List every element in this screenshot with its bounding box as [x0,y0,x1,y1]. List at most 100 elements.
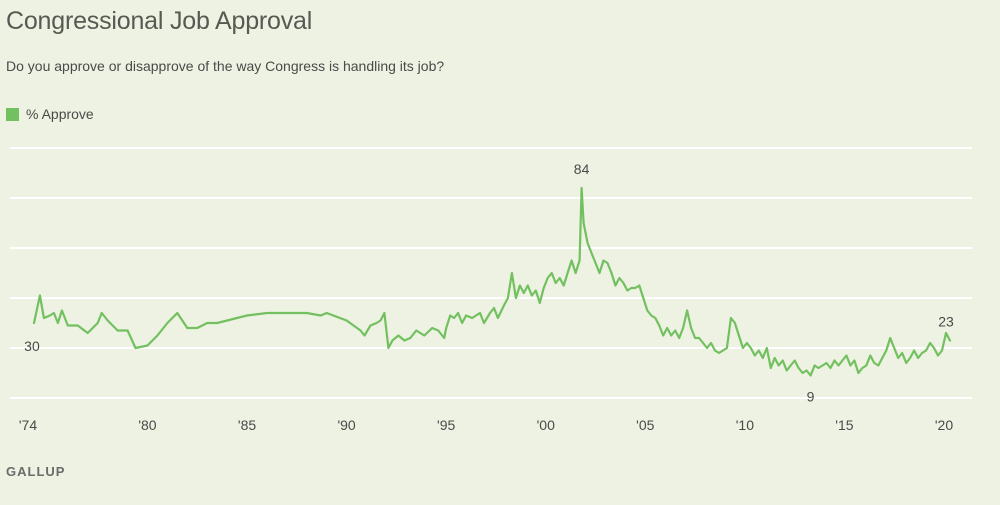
data-point [519,284,521,287]
data-point [590,252,593,254]
data-point [718,352,720,354]
data-point [582,222,585,224]
x-tick-label: '10 [736,417,754,433]
data-point [387,347,390,349]
data-point [359,329,362,332]
data-point [937,354,939,357]
data-point [666,327,669,329]
data-point [945,332,947,334]
data-point [833,359,836,362]
data-point [266,312,268,314]
data-point [941,349,943,352]
data-point [146,344,149,347]
data-point [881,357,884,359]
data-point [785,369,788,372]
data-point [674,329,677,332]
data-point [706,347,708,349]
data-point [949,339,951,342]
data-point [409,337,412,339]
data-point [562,284,565,287]
data-point [797,367,800,369]
data-point [522,292,525,294]
data-point [933,347,935,349]
data-point [546,277,549,279]
data-point [909,357,911,359]
data-point [379,319,382,322]
series-layer [32,186,952,377]
data-point [873,362,876,364]
data-point [475,314,477,317]
data-point [698,337,700,339]
data-point [921,352,923,354]
chart-title: Congressional Job Approval [6,7,313,35]
data-point [566,272,569,274]
data-point [809,374,812,377]
data-point [801,372,804,374]
data-point [893,347,896,349]
data-point [837,364,840,367]
data-point [658,324,661,327]
data-point [116,329,119,332]
data-point [602,259,605,262]
data-point [821,364,824,367]
data-point [853,359,856,362]
data-point [319,314,322,317]
data-point [196,327,199,329]
data-point [690,327,692,329]
data-point [670,334,673,337]
data-point [586,242,589,244]
data-point [465,314,467,317]
data-point [134,347,137,349]
data-point [453,317,455,319]
data-point [734,322,736,324]
data-point [682,327,684,329]
data-point [558,277,561,279]
legend-label-approve: % Approve [26,106,94,122]
data-point [515,297,517,299]
annotation-label: 30 [24,338,40,354]
data-point [166,322,169,324]
data-point [626,289,629,292]
data-point [793,359,796,362]
annotation-label: 23 [938,314,954,330]
data-point [813,364,816,367]
data-point [423,334,426,337]
x-tick-label: '90 [337,417,355,433]
data-point [829,367,832,369]
data-point [33,322,35,324]
data-point [606,262,609,264]
x-tick-label: '80 [138,417,156,433]
data-point [905,362,908,364]
data-point [272,312,274,314]
x-tick-label: '74 [19,417,37,433]
data-point [507,297,509,299]
data-point [445,327,448,329]
data-point [757,349,760,352]
data-point [431,327,434,329]
data-point [542,287,545,289]
data-point [614,284,617,287]
data-point [49,314,51,317]
data-point [753,354,756,357]
data-point [497,317,499,319]
data-point [789,364,792,367]
data-point [206,322,209,324]
data-point [578,259,581,262]
data-point [76,324,79,327]
data-point [642,297,645,299]
data-point [917,357,919,359]
x-tick-label: '00 [537,417,555,433]
data-point [345,319,348,322]
data-point [43,317,45,319]
data-point [61,309,63,312]
data-point [869,354,872,357]
data-point [363,334,366,337]
data-point [383,312,386,314]
data-point [415,329,418,332]
data-point [710,342,712,344]
data-point [530,294,533,297]
data-point [126,329,129,332]
legend-swatch-approve [6,107,19,121]
data-point [96,322,99,324]
